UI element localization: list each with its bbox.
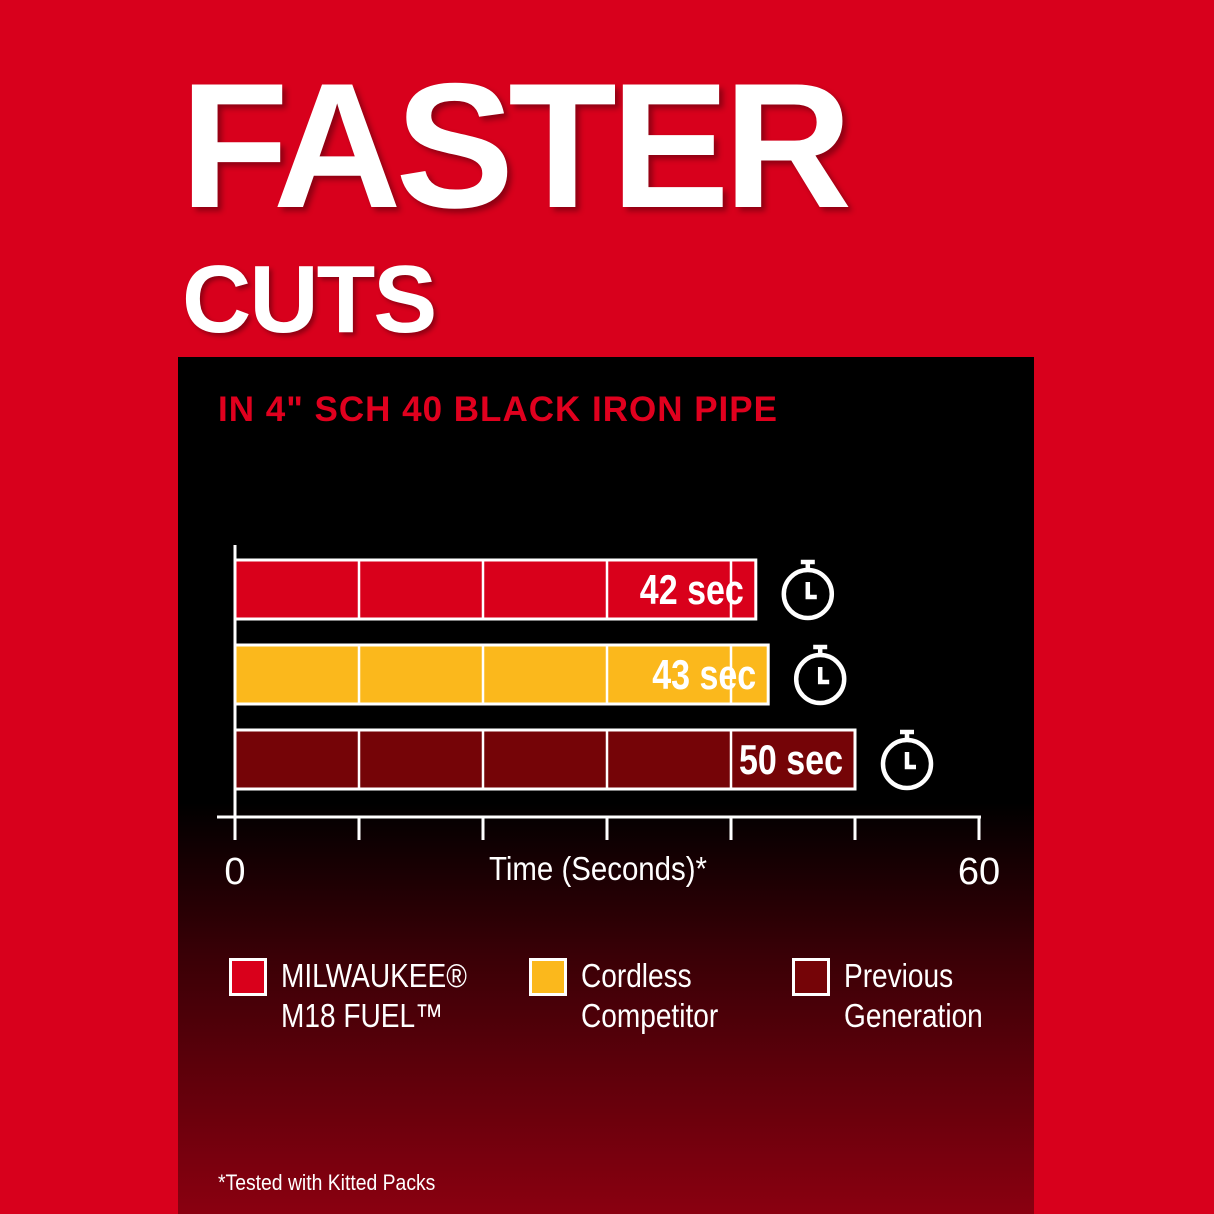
bar-group: 50 sec (233, 728, 934, 791)
legend-item-milwaukee: MILWAUKEE® M18 FUEL™ (229, 956, 500, 1036)
chart-title: IN 4" SCH 40 BLACK IRON PIPE (218, 390, 778, 429)
tick-label-0: 0 (224, 851, 245, 893)
legend-label: Competitor (581, 997, 719, 1034)
data-label: 42 sec (640, 566, 744, 613)
legend-label: Cordless (581, 957, 692, 994)
legend-label: Generation (844, 997, 983, 1034)
legend-swatch (229, 958, 267, 996)
x-axis-label: Time (Seconds)* (489, 850, 707, 887)
footnote: *Tested with Kitted Packs (218, 1170, 436, 1195)
legend-swatch (792, 958, 830, 996)
data-label: 43 sec (652, 651, 756, 698)
legend-label: M18 FUEL™ (281, 997, 444, 1034)
headline: FASTER (180, 46, 852, 245)
legend-label: Previous (844, 957, 954, 994)
bar (233, 728, 857, 791)
stopwatch-icon (781, 559, 835, 621)
legend-label: MILWAUKEE® (281, 957, 467, 994)
legend-swatch (529, 958, 567, 996)
headline-sub: CUTS (182, 246, 437, 353)
legend-item-previous: Previous Generation (792, 956, 1007, 1036)
bar (233, 558, 758, 621)
stopwatch-icon (793, 644, 847, 706)
data-label: 50 sec (739, 736, 843, 783)
stopwatch-icon (880, 729, 934, 791)
legend-item-competitor: Cordless Competitor (529, 956, 742, 1036)
bar-group: 43 sec (233, 643, 847, 706)
bar (233, 643, 770, 706)
bar-group: 42 sec (233, 558, 835, 621)
tick-label-60: 60 (958, 851, 1000, 893)
